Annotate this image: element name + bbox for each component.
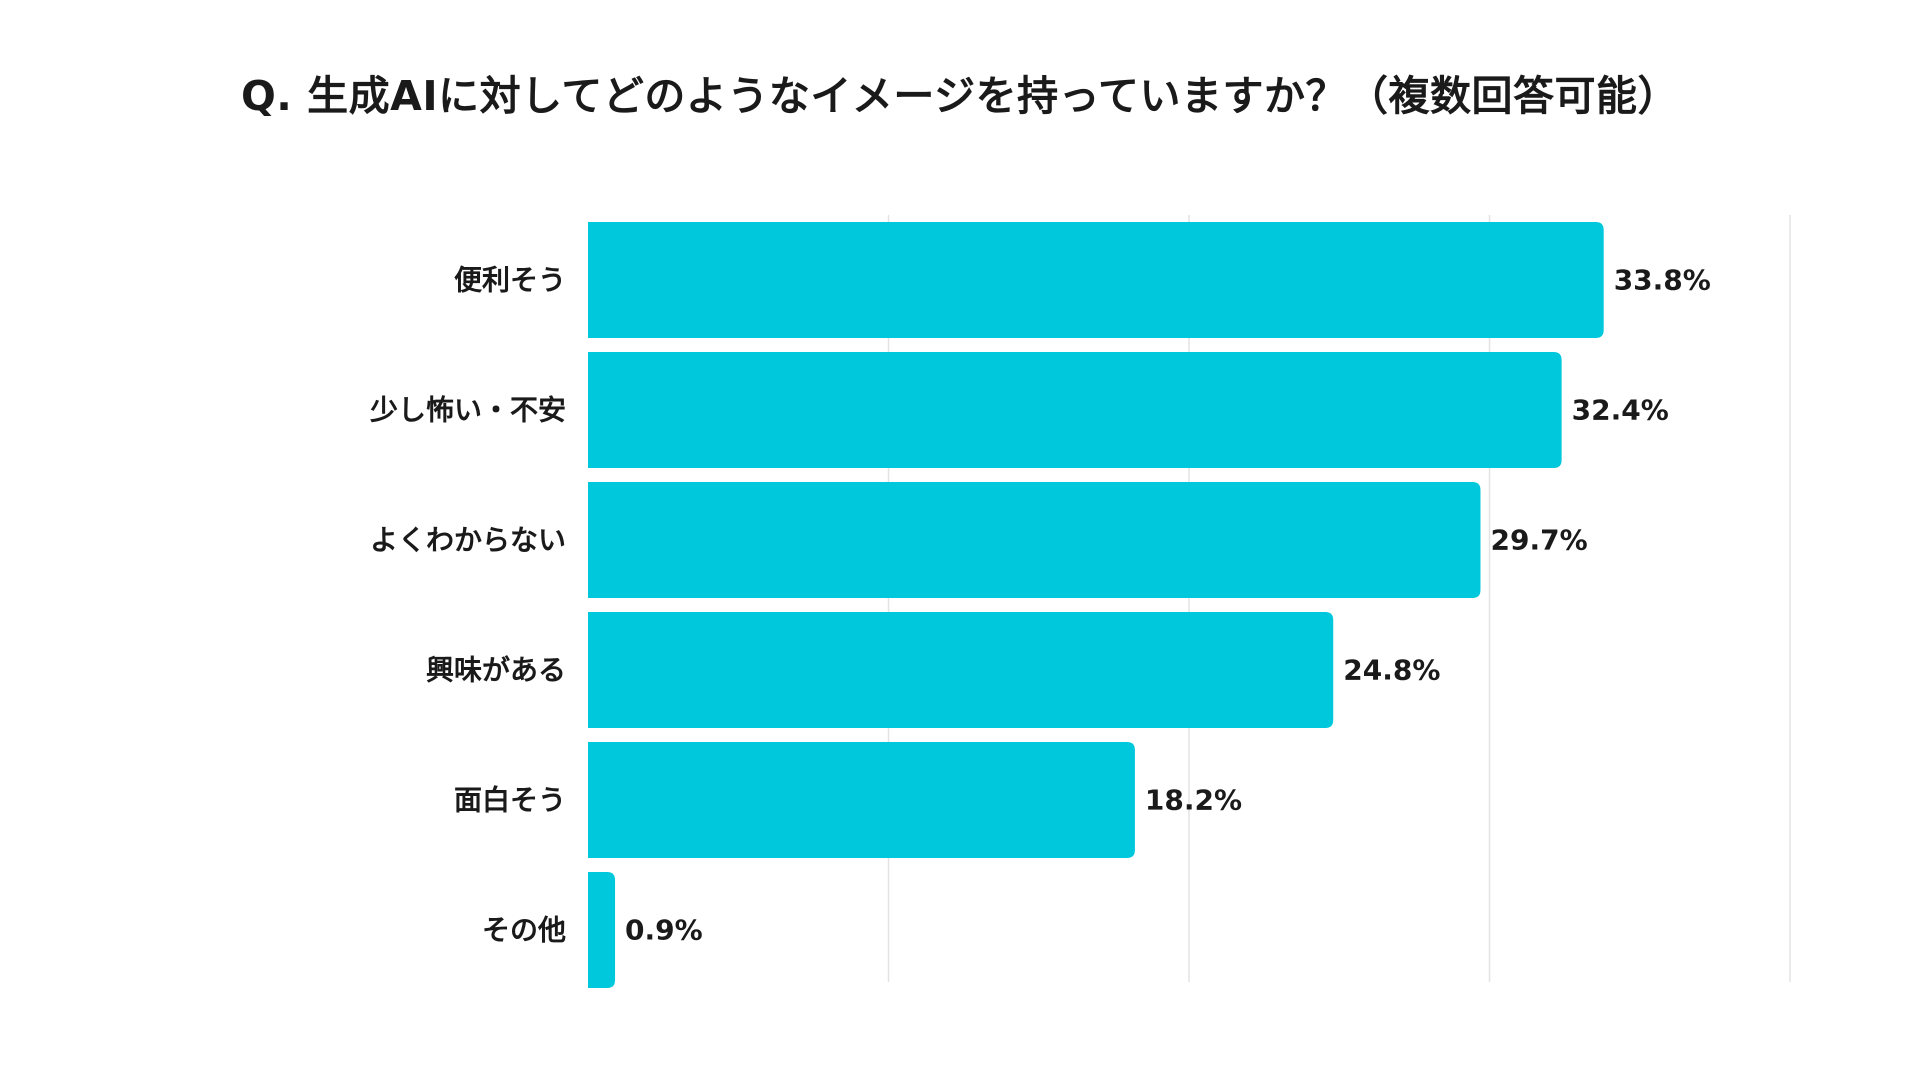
category-label: よくわからない [370, 524, 566, 557]
bar-4 [588, 612, 1334, 728]
category-label: 少し怖い・不安 [370, 394, 566, 427]
bar-6 [588, 872, 616, 988]
category-label: 便利そう [454, 264, 566, 297]
value-label: 32.4% [1572, 394, 1669, 427]
value-label: 18.2% [1145, 784, 1242, 817]
labels: 便利そう 33.8% 少し怖い・不安 32.4% よくわからない 29.7% 興味がある 24… [370, 264, 1711, 947]
chart-title: Q. 生成AIに対してどのようなイメージを持っていますか？（複数回答可能） [240, 72, 1680, 120]
category-label: 面白そう [454, 784, 566, 817]
category-label: その他 [482, 914, 566, 947]
bar-1 [588, 222, 1604, 338]
value-label: 24.8% [1343, 654, 1440, 687]
value-label: 33.8% [1614, 264, 1711, 297]
bars [588, 222, 1604, 988]
value-label: 29.7% [1490, 524, 1587, 557]
value-label: 0.9% [625, 914, 703, 947]
bar-5 [588, 742, 1135, 858]
bar-3 [588, 482, 1481, 598]
bar-2 [588, 352, 1562, 468]
category-label: 興味がある [426, 654, 566, 687]
